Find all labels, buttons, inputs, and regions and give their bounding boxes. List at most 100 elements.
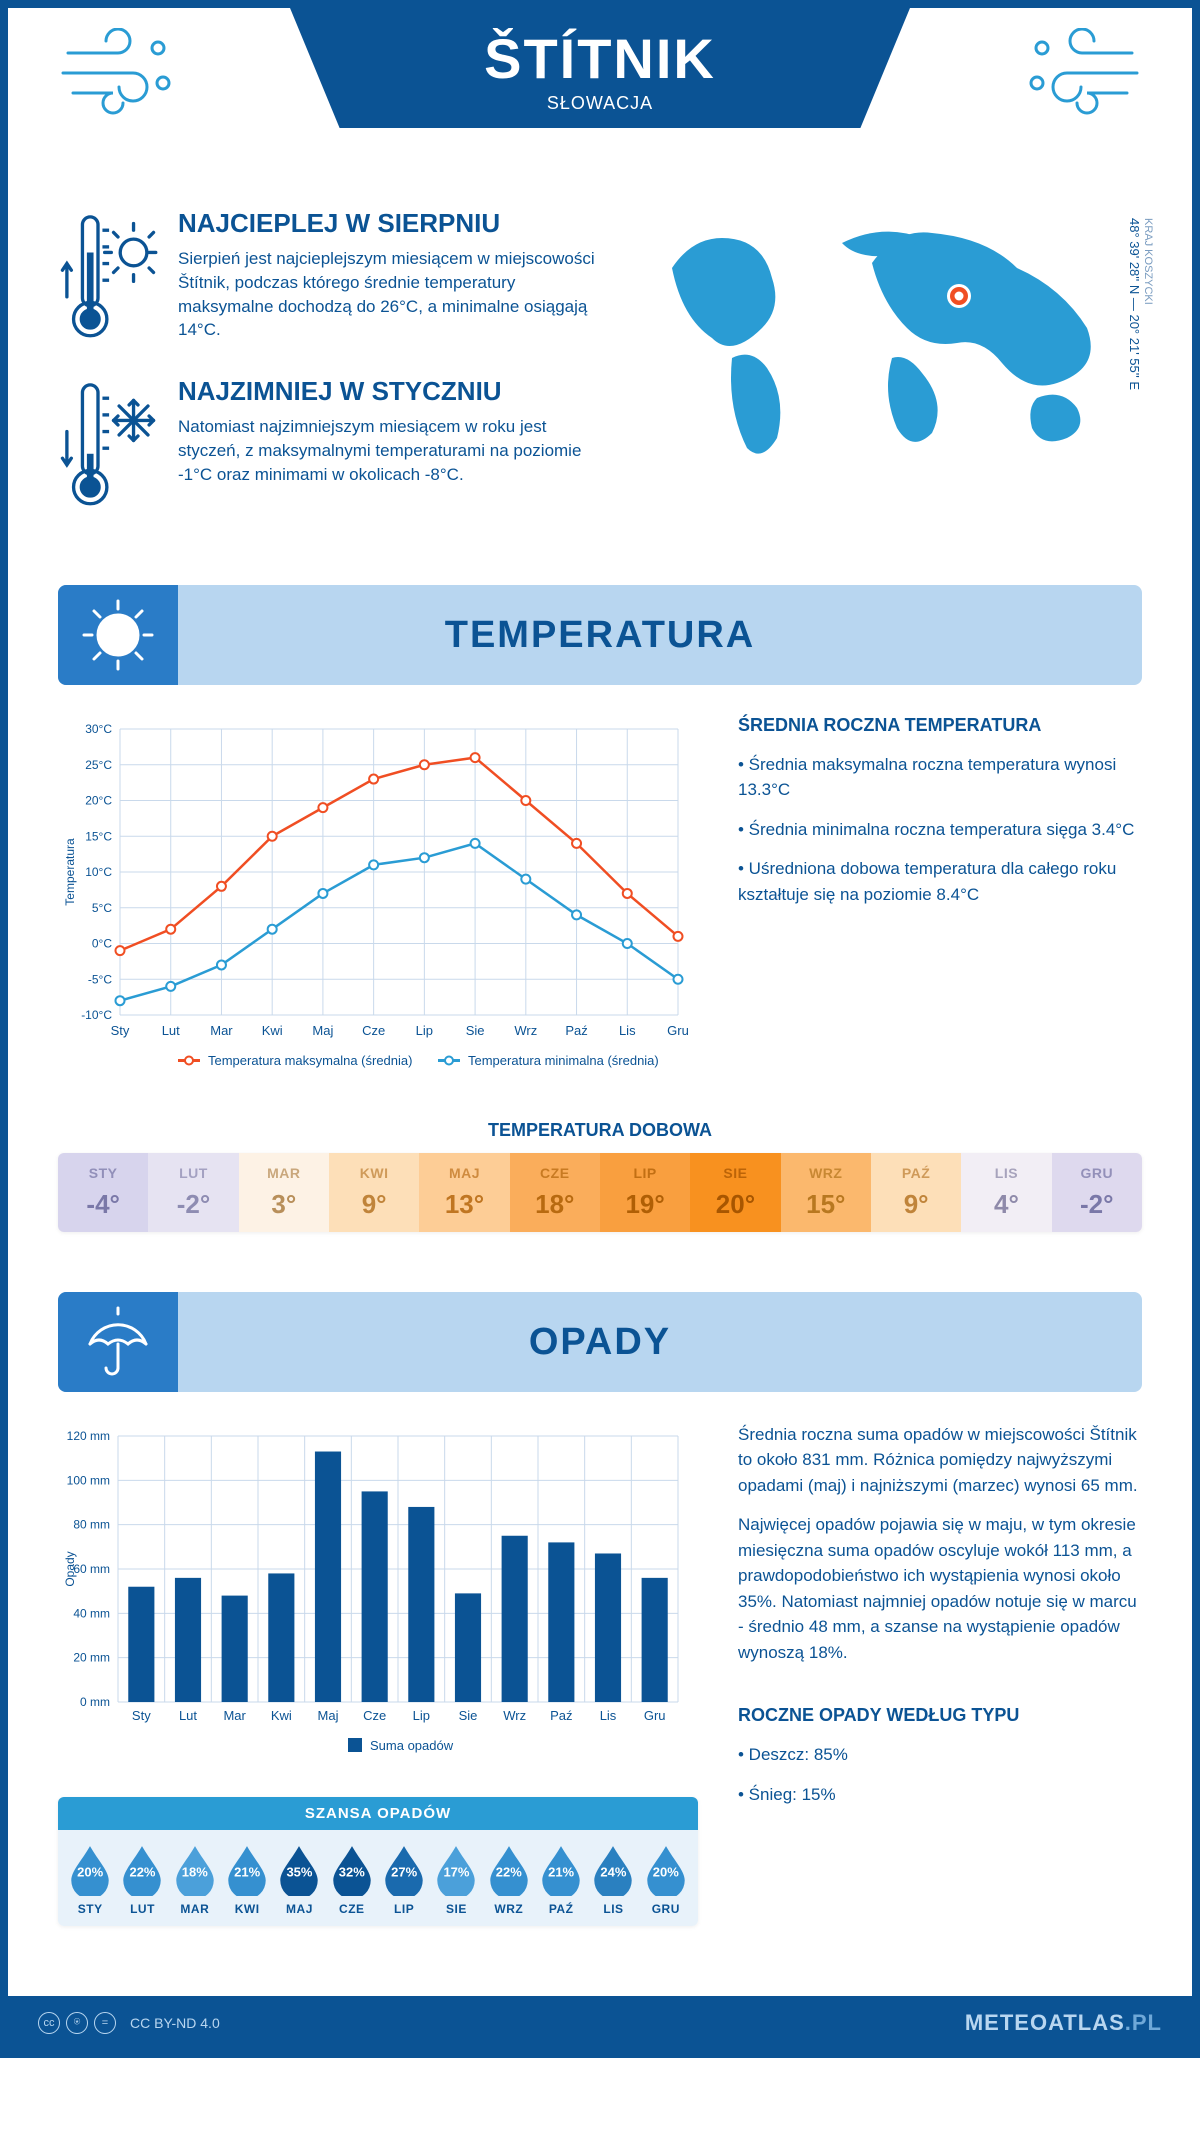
svg-text:-10°C: -10°C	[81, 1008, 112, 1022]
temp-value: -2°	[1052, 1189, 1142, 1220]
avg-max-bullet: • Średnia maksymalna roczna temperatura …	[738, 752, 1142, 803]
daily-temp-table: STY-4°LUT-2°MAR3°KWI9°MAJ13°CZE18°LIP19°…	[58, 1153, 1142, 1232]
wind-icon	[38, 8, 198, 128]
svg-text:Lis: Lis	[600, 1708, 617, 1723]
license-label: CC BY-ND 4.0	[130, 2015, 220, 2031]
svg-text:Mar: Mar	[210, 1023, 233, 1038]
temp-value: 9°	[871, 1189, 961, 1220]
month-label: MAJ	[273, 1902, 325, 1916]
month-label: LIS	[961, 1165, 1051, 1181]
temp-value: -4°	[58, 1189, 148, 1220]
svg-text:Cze: Cze	[362, 1023, 385, 1038]
month-label: LIP	[600, 1165, 690, 1181]
svg-text:Lip: Lip	[416, 1023, 433, 1038]
precip-chance-cell: 35% MAJ	[273, 1844, 325, 1916]
location-marker	[947, 284, 971, 308]
coldest-heading: NAJZIMNIEJ W STYCZNIU	[178, 376, 602, 407]
chance-value: 17%	[443, 1864, 469, 1879]
daily-temp-cell: PAŹ9°	[871, 1153, 961, 1232]
svg-text:Wrz: Wrz	[503, 1708, 526, 1723]
coords-value: 48° 39' 28'' N — 20° 21' 55'' E	[1127, 218, 1142, 390]
raindrop-icon: 17%	[435, 1844, 477, 1896]
raindrop-icon: 32%	[331, 1844, 373, 1896]
temp-value: 3°	[239, 1189, 329, 1220]
thermometer-hot-icon	[58, 208, 158, 346]
svg-text:Maj: Maj	[312, 1023, 333, 1038]
raindrop-icon: 27%	[383, 1844, 425, 1896]
svg-text:Kwi: Kwi	[271, 1708, 292, 1723]
month-label: WRZ	[483, 1902, 535, 1916]
svg-text:Kwi: Kwi	[262, 1023, 283, 1038]
svg-text:-5°C: -5°C	[88, 972, 112, 986]
temp-value: 4°	[961, 1189, 1051, 1220]
precip-para-2: Najwięcej opadów pojawia się w maju, w t…	[738, 1512, 1142, 1665]
daily-temp-cell: CZE18°	[510, 1153, 600, 1232]
precip-chance-cell: 20% STY	[64, 1844, 116, 1916]
warmest-block: NAJCIEPLEJ W SIERPNIU Sierpień jest najc…	[58, 208, 602, 346]
header: ŠTÍTNIK SŁOWACJA	[8, 8, 1192, 168]
svg-text:5°C: 5°C	[92, 900, 112, 914]
raindrop-icon: 22%	[121, 1844, 163, 1896]
svg-text:0°C: 0°C	[92, 936, 112, 950]
precip-snow-bullet: • Śnieg: 15%	[738, 1782, 1142, 1808]
temp-value: 13°	[419, 1189, 509, 1220]
month-label: LIP	[378, 1902, 430, 1916]
location-title: ŠTÍTNIK	[290, 26, 910, 91]
svg-text:10°C: 10°C	[85, 865, 112, 879]
chance-value: 22%	[129, 1864, 155, 1879]
coldest-block: NAJZIMNIEJ W STYCZNIU Natomiast najzimni…	[58, 376, 602, 514]
temp-value: 20°	[690, 1189, 780, 1220]
coordinates: KRAJ KOSZYCKI 48° 39' 28'' N — 20° 21' 5…	[1127, 218, 1154, 390]
precip-chance-box: SZANSA OPADÓW 20% STY 22% LUT 18% MAR 21…	[58, 1797, 698, 1926]
chance-value: 18%	[182, 1864, 208, 1879]
svg-text:Paź: Paź	[550, 1708, 572, 1723]
month-label: MAR	[169, 1902, 221, 1916]
svg-text:Temperatura maksymalna (średni: Temperatura maksymalna (średnia)	[208, 1053, 412, 1068]
daily-temp-cell: MAJ13°	[419, 1153, 509, 1232]
raindrop-icon: 24%	[592, 1844, 634, 1896]
wind-icon	[1002, 8, 1162, 128]
svg-text:Lip: Lip	[413, 1708, 430, 1723]
daily-temp-heading: TEMPERATURA DOBOWA	[58, 1120, 1142, 1141]
svg-text:Lut: Lut	[162, 1023, 180, 1038]
daily-temp-cell: LUT-2°	[148, 1153, 238, 1232]
svg-text:80 mm: 80 mm	[73, 1517, 110, 1531]
temp-value: 18°	[510, 1189, 600, 1220]
month-label: CZE	[326, 1902, 378, 1916]
precip-chance-heading: SZANSA OPADÓW	[58, 1797, 698, 1830]
month-label: MAR	[239, 1165, 329, 1181]
precip-para-1: Średnia roczna suma opadów w miejscowośc…	[738, 1422, 1142, 1499]
precip-chance-cell: 32% CZE	[326, 1844, 378, 1916]
month-label: SIE	[690, 1165, 780, 1181]
svg-text:Opady: Opady	[63, 1551, 77, 1586]
svg-text:40 mm: 40 mm	[73, 1606, 110, 1620]
by-icon: ⍟	[66, 2012, 88, 2034]
world-map-icon	[642, 208, 1112, 468]
thermometer-cold-icon	[58, 376, 158, 514]
daily-temp-cell: MAR 3°	[239, 1153, 329, 1232]
svg-text:Lut: Lut	[179, 1708, 197, 1723]
raindrop-icon: 21%	[540, 1844, 582, 1896]
nd-icon: =	[94, 2012, 116, 2034]
precip-chance-cell: 27% LIP	[378, 1844, 430, 1916]
raindrop-icon: 22%	[488, 1844, 530, 1896]
daily-temp-cell: GRU-2°	[1052, 1153, 1142, 1232]
page-root: ŠTÍTNIK SŁOWACJA	[0, 0, 1200, 2058]
region-label: KRAJ KOSZYCKI	[1142, 218, 1154, 384]
svg-text:15°C: 15°C	[85, 829, 112, 843]
precip-type-heading: ROCZNE OPADY WEDŁUG TYPU	[738, 1705, 1142, 1726]
raindrop-icon: 18%	[174, 1844, 216, 1896]
month-label: KWI	[221, 1902, 273, 1916]
umbrella-icon	[58, 1292, 178, 1392]
svg-text:25°C: 25°C	[85, 757, 112, 771]
svg-text:Gru: Gru	[644, 1708, 666, 1723]
svg-text:Paź: Paź	[565, 1023, 587, 1038]
precip-rain-bullet: • Deszcz: 85%	[738, 1742, 1142, 1768]
coldest-text: Natomiast najzimniejszym miesiącem w rok…	[178, 415, 602, 486]
temp-value: 19°	[600, 1189, 690, 1220]
avg-temp-heading: ŚREDNIA ROCZNA TEMPERATURA	[738, 715, 1142, 736]
month-label: KWI	[329, 1165, 419, 1181]
precip-banner: OPADY	[58, 1292, 1142, 1392]
raindrop-icon: 21%	[226, 1844, 268, 1896]
daily-temp-cell: LIS 4°	[961, 1153, 1051, 1232]
